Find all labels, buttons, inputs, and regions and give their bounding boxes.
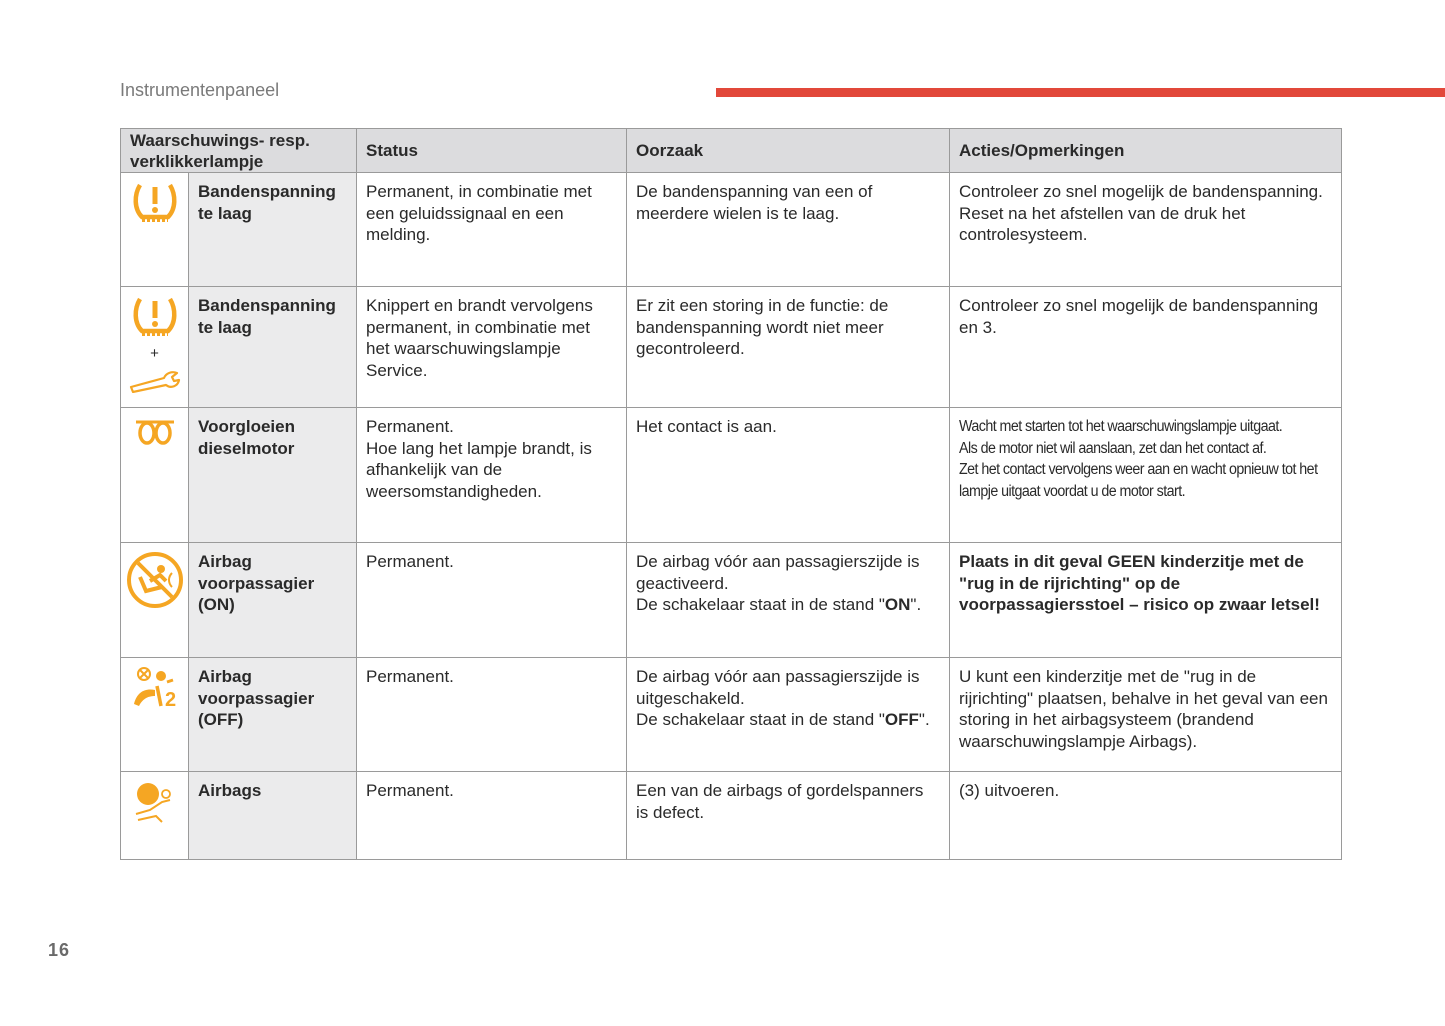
column-header-cause: Oorzaak: [626, 128, 951, 173]
column-header-status: Status: [356, 128, 628, 173]
action-cell: Controleer zo snel mogelijk de bandenspa…: [949, 172, 1343, 287]
status-cell: Permanent.: [356, 542, 628, 658]
status-cell: Permanent. Hoe lang het lampje brandt, i…: [356, 407, 628, 543]
tyre-pressure-icon: [125, 295, 184, 339]
status-cell: Permanent.: [356, 771, 628, 860]
airbags-icon: [125, 780, 184, 824]
cause-cell: Het contact is aan.: [626, 407, 951, 543]
cause-text-end: ".: [910, 595, 922, 614]
action-cell: U kunt een kinderzitje met de "rug in de…: [949, 657, 1343, 772]
svg-text:2: 2: [165, 689, 176, 710]
lamp-name: Voorgloeien dieselmotor: [187, 407, 358, 543]
table-header-row: Waarschuwings- resp. verklikkerlampje St…: [119, 128, 1343, 173]
lamp-cell: [120, 407, 189, 543]
lamp-name: Airbag voorpassagier (OFF): [187, 657, 358, 772]
column-header-lamp: Waarschuwings- resp. verklikkerlampje: [119, 128, 358, 173]
action-cell: Plaats in dit geval GEEN kinderzitje met…: [949, 542, 1343, 658]
action-cell: Wacht met starten tot het waarschuwingsl…: [949, 407, 1343, 543]
lamp-name: Bandenspanning te laag: [187, 172, 358, 287]
tyre-pressure-icon: [125, 181, 184, 225]
preheat-coil-icon: [125, 416, 184, 446]
cause-cell: Er zit een storing in de functie: de ban…: [626, 286, 951, 408]
switch-position: ON: [884, 595, 911, 614]
cause-cell: De airbag vóór aan passagierszijde is ge…: [626, 542, 951, 658]
cause-cell: Een van de airbags of gordelspanners is …: [626, 771, 951, 860]
status-cell: Knippert en brandt vervolgens permanent,…: [356, 286, 628, 408]
plus-sign: +: [150, 345, 159, 362]
lamp-cell: [120, 542, 189, 658]
switch-position: OFF: [884, 710, 919, 729]
lamp-cell: +: [120, 286, 189, 408]
cause-text: De airbag vóór aan passagierszijde is ui…: [636, 667, 920, 729]
section-accent-bar: [716, 88, 1445, 97]
cause-cell: De airbag vóór aan passagierszijde is ui…: [626, 657, 951, 772]
page-number: 16: [48, 940, 71, 960]
table-row: + Bandenspanning te laag Knippert en bra…: [120, 286, 1343, 408]
lamp-name: Airbags: [187, 771, 358, 860]
action-text: Wacht met starten tot het waarschuwingsl…: [959, 418, 1318, 500]
lamp-cell: 2: [120, 657, 189, 772]
status-cell: Permanent.: [356, 657, 628, 772]
action-cell: (3) uitvoeren.: [949, 771, 1343, 860]
warning-lights-table: Waarschuwings- resp. verklikkerlampje St…: [119, 128, 1343, 860]
cause-cell: De bandenspanning van een of meerdere wi…: [626, 172, 951, 287]
lamp-name: Bandenspanning te laag: [187, 286, 358, 408]
lamp-cell: [120, 771, 189, 860]
cause-text-end: ".: [918, 710, 930, 729]
table-row: Voorgloeien dieselmotor Permanent. Hoe l…: [120, 407, 1343, 543]
status-cell: Permanent, in combinatie met een geluids…: [356, 172, 628, 287]
table-row: Bandenspanning te laag Permanent, in com…: [120, 172, 1343, 287]
table-row: Airbags Permanent. Een van de airbags of…: [120, 771, 1343, 860]
table-row: Airbag voorpassagier (ON) Permanent. De …: [120, 542, 1343, 658]
service-wrench-icon: [125, 369, 184, 393]
table-row: 2 Airbag voorpassagier (OFF) Permanent. …: [120, 657, 1343, 772]
action-cell: Controleer zo snel mogelijk de bandenspa…: [949, 286, 1343, 408]
section-title: Instrumentenpaneel: [120, 80, 280, 100]
cause-text: De airbag vóór aan passagierszijde is ge…: [636, 552, 920, 614]
lamp-name: Airbag voorpassagier (ON): [187, 542, 358, 658]
column-header-action: Acties/Opmerkingen: [949, 128, 1343, 173]
passenger-airbag-on-icon: [125, 551, 184, 609]
lamp-cell: [120, 172, 189, 287]
passenger-airbag-off-icon: 2: [125, 666, 184, 710]
